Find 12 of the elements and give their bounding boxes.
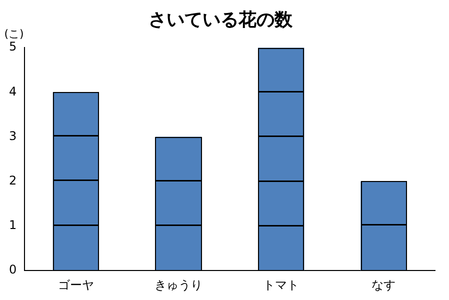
y-tick-label: 4 — [8, 84, 17, 98]
x-tick-label: なす — [372, 278, 396, 292]
x-tick-label: ゴーヤ — [58, 278, 94, 292]
chart-title: さいている花の数 — [148, 9, 294, 30]
y-tick-label: 0 — [8, 262, 17, 277]
y-tick-label: 2 — [8, 174, 17, 188]
x-tick-label: トマト — [263, 278, 300, 292]
x-tick-label: きゅうり — [154, 278, 203, 292]
y-tick-label: 5 — [8, 40, 17, 54]
y-axis-title: (こ) — [4, 28, 24, 41]
y-tick-label: 1 — [8, 218, 17, 232]
y-tick-label: 3 — [8, 128, 17, 143]
